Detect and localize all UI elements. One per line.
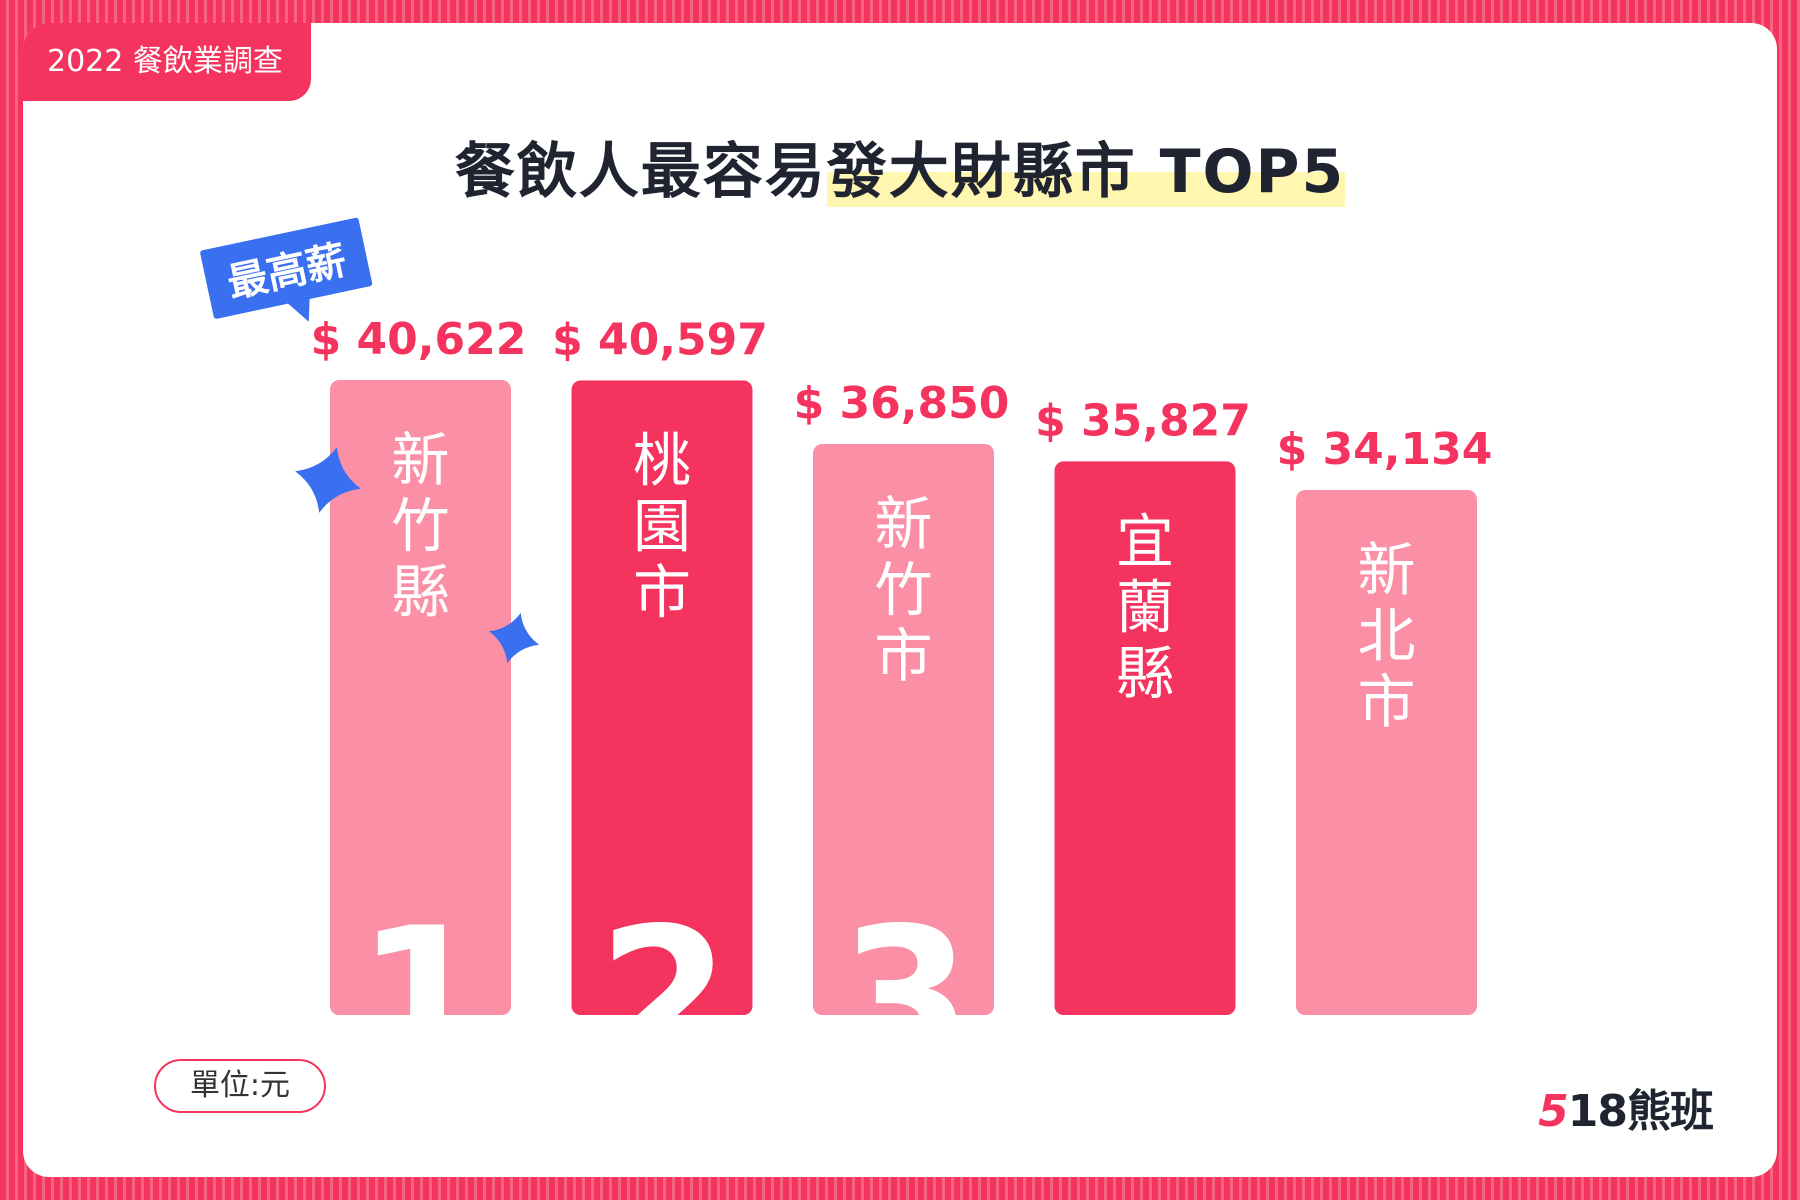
value-label: $ 36,850: [794, 378, 1010, 429]
bar-group-2: $ 40,597 桃園市 2: [552, 314, 768, 1108]
highest-salary-badge: 最高薪: [200, 217, 373, 322]
rank-number: 1: [356, 887, 488, 1108]
bar: [1296, 490, 1477, 1015]
category-char: 縣: [391, 558, 449, 626]
category-char: 園: [633, 492, 691, 560]
category-label: 新竹市: [874, 490, 932, 690]
category-label: 宜蘭縣: [1116, 507, 1174, 707]
brand-mark: 5: [1538, 1086, 1569, 1137]
category-char: 宜: [1116, 507, 1174, 575]
brand-name: 18熊班: [1567, 1086, 1714, 1137]
value-label: $ 40,622: [311, 314, 527, 365]
bar-group-1: $ 40,622 新竹縣 1: [311, 314, 527, 1108]
bar: [330, 380, 511, 1015]
brand-logo: 518熊班: [1538, 1075, 1714, 1139]
sparkle-icon: [488, 612, 540, 664]
category-label: 桃園市: [633, 426, 691, 626]
category-char: 蘭: [1116, 573, 1174, 641]
bar: [571, 380, 753, 1015]
rank-number: 2: [598, 887, 730, 1108]
page-title: 餐飲人最容易發大財縣市 TOP5: [23, 123, 1777, 210]
category-char: 新: [391, 426, 449, 494]
bar: [1054, 461, 1236, 1015]
category-label: 新竹縣: [391, 426, 449, 626]
category-char: 市: [874, 622, 932, 690]
category-char: 市: [633, 558, 691, 626]
bar-group-5: $ 34,134 新北市: [1277, 424, 1493, 1015]
sparkle-icon: [295, 447, 361, 513]
category-char: 新: [1357, 536, 1415, 604]
title-part-1: 餐飲人最容易: [454, 137, 827, 207]
bar-group-3: $ 36,850 新竹市 3: [794, 378, 1010, 1108]
unit-label: 單位:元: [154, 1059, 326, 1113]
category-char: 桃: [633, 426, 691, 494]
title-part-2: 發大財縣市 TOP5: [826, 137, 1346, 207]
bar: [813, 443, 994, 1015]
survey-tag: 2022 餐飲業調查: [23, 23, 311, 101]
value-label: $ 34,134: [1277, 424, 1493, 475]
category-char: 竹: [391, 492, 449, 560]
value-label: $ 40,597: [552, 314, 768, 365]
category-char: 新: [874, 490, 932, 558]
value-label: $ 35,827: [1035, 395, 1251, 446]
rank-number: 3: [839, 887, 971, 1108]
badge-tail: [286, 297, 310, 322]
category-label: 新北市: [1357, 536, 1415, 736]
category-char: 竹: [874, 556, 932, 624]
category-char: 市: [1357, 668, 1415, 736]
category-char: 北: [1357, 602, 1415, 670]
badge-bubble: [200, 217, 373, 319]
category-char: 縣: [1116, 639, 1174, 707]
bar-group-4: $ 35,827 宜蘭縣: [1035, 395, 1251, 1015]
